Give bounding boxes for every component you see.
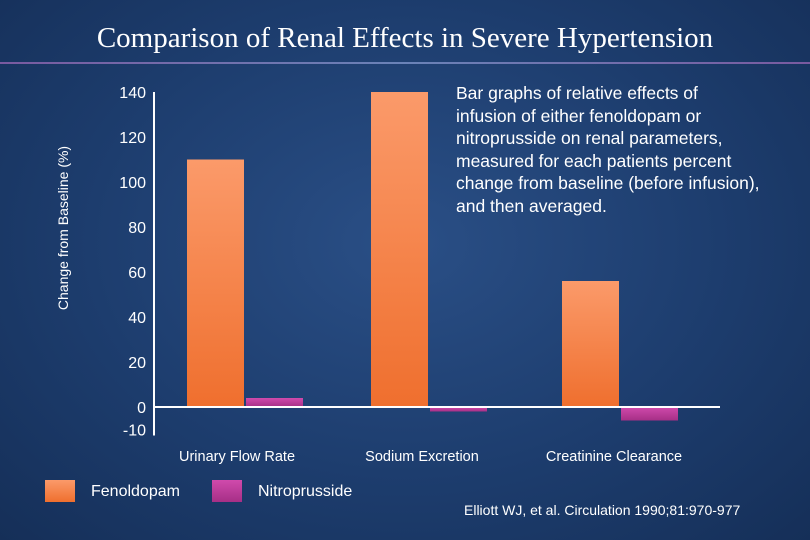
y-tick-label: 60: [128, 265, 146, 282]
y-tick-label: 20: [128, 355, 146, 372]
x-category-label: Creatinine Clearance: [546, 449, 682, 465]
title-divider: [0, 62, 810, 64]
y-tick-label: 140: [119, 85, 146, 102]
citation: Elliott WJ, et al. Circulation 1990;81:9…: [464, 502, 741, 518]
x-category-label: Sodium Excretion: [365, 449, 479, 465]
legend-swatch-nitroprusside: [212, 480, 242, 502]
chart-description: Bar graphs of relative effects of infusi…: [456, 83, 760, 216]
y-tick-label: 100: [119, 175, 146, 192]
slide-title: Comparison of Renal Effects in Severe Hy…: [96, 22, 714, 54]
legend-swatch-fenoldopam: [45, 480, 75, 502]
legend-label-nitroprusside: Nitroprusside: [258, 483, 353, 500]
bar-nitroprusside-3: [621, 407, 678, 421]
bar-fenoldopam-2: [371, 92, 428, 407]
bar-nitroprusside-2: [430, 407, 487, 412]
legend-label-fenoldopam: Fenoldopam: [91, 483, 180, 500]
x-category-label: Urinary Flow Rate: [179, 449, 295, 465]
bar-fenoldopam-3: [562, 281, 619, 407]
y-tick-label: 80: [128, 220, 146, 237]
y-tick-label: 40: [128, 310, 146, 327]
y-tick-label: -10: [123, 423, 146, 440]
y-tick-label: 120: [119, 130, 146, 147]
bar-fenoldopam-1: [187, 159, 244, 407]
y-tick-label: 0: [137, 400, 146, 417]
bar-nitroprusside-1: [246, 398, 303, 407]
